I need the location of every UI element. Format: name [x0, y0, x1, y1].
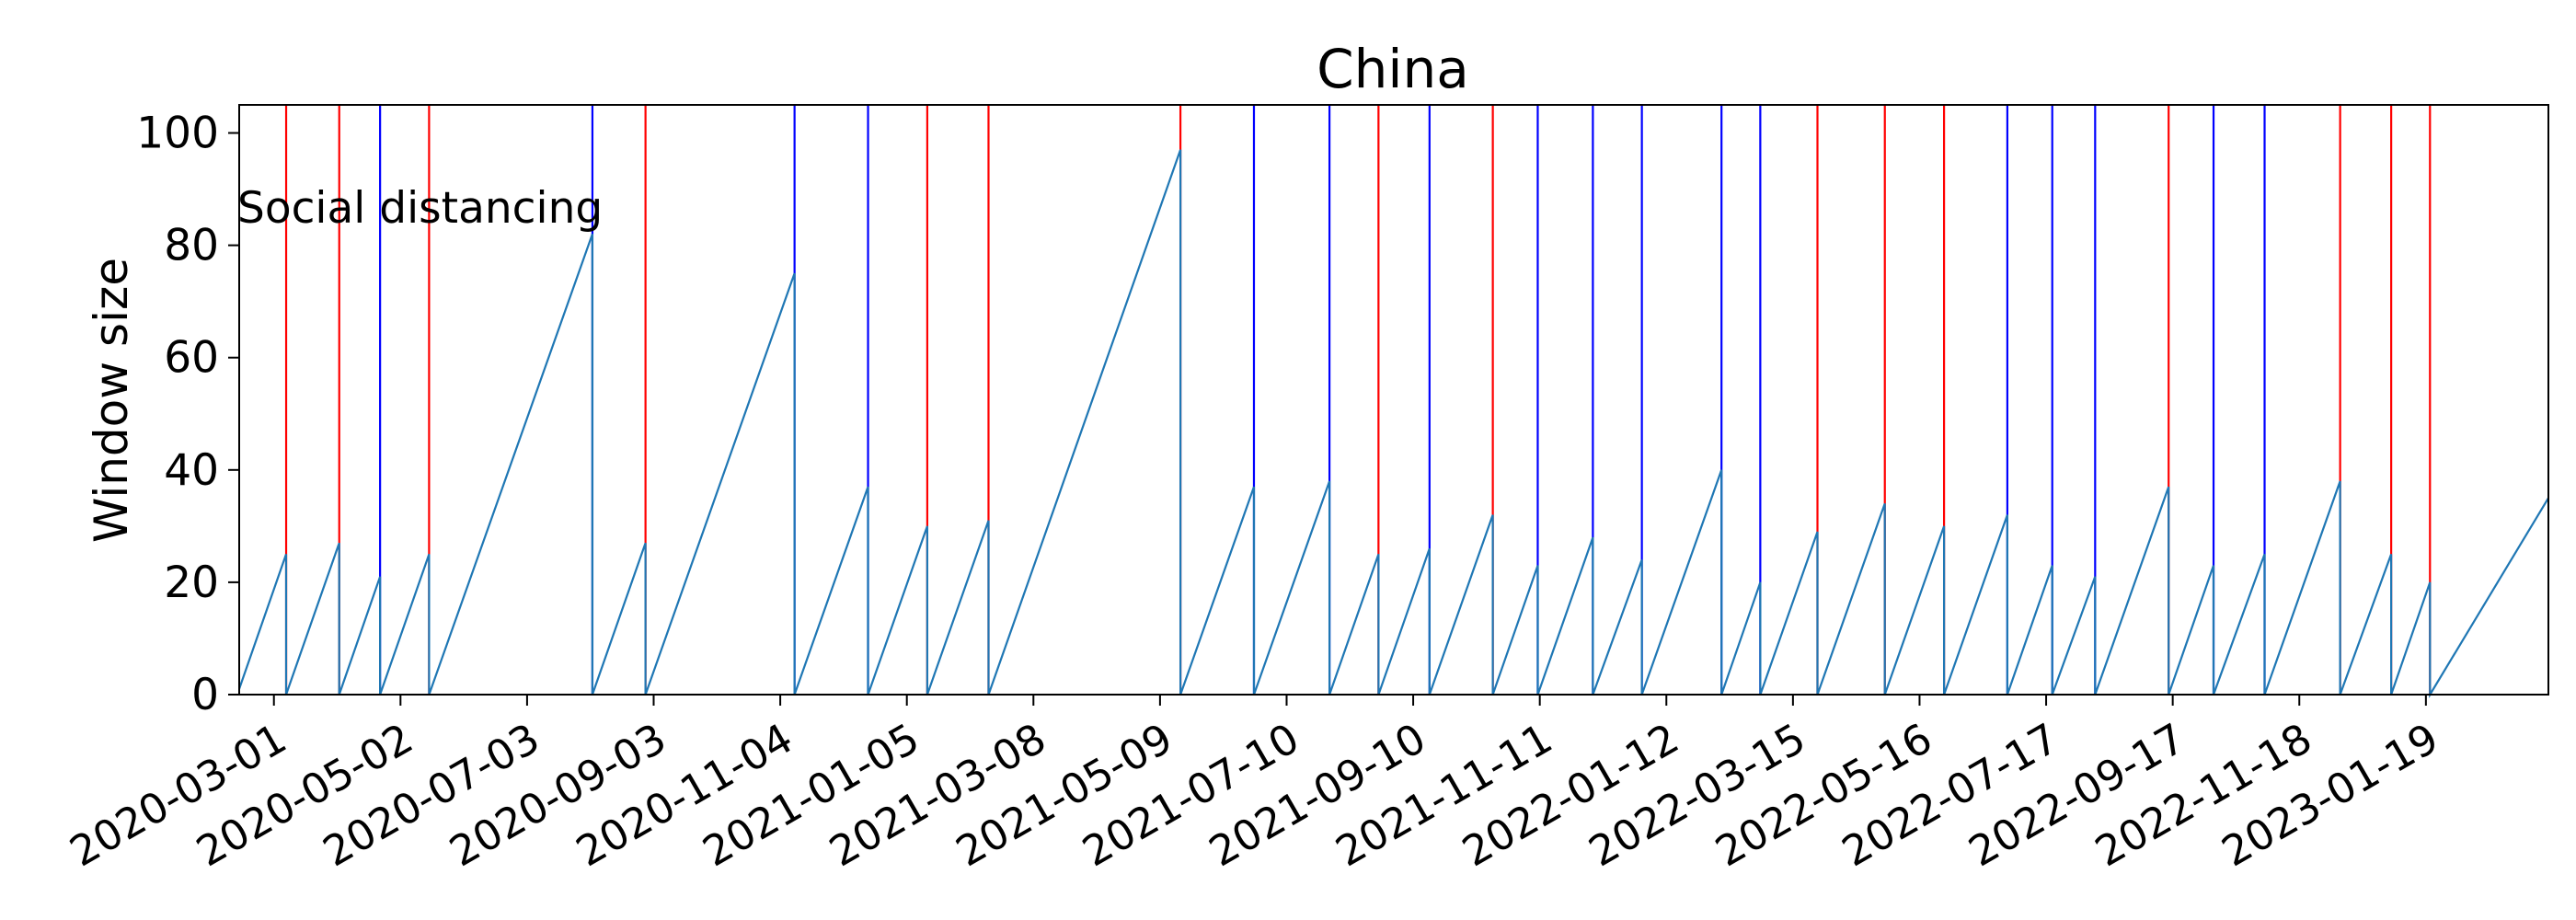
series-line — [237, 149, 2549, 698]
y-tick-label: 100 — [136, 109, 219, 159]
y-tick-label: 20 — [164, 558, 219, 608]
y-tick-label: 40 — [164, 445, 219, 496]
y-axis: 0 20 40 60 80 100 — [136, 109, 239, 720]
y-tick-label: 80 — [164, 221, 219, 271]
series-lines — [237, 149, 2549, 698]
plot-frame — [238, 104, 2549, 696]
y-tick-label: 60 — [164, 333, 219, 384]
plot-area: Social distancing — [237, 104, 2549, 698]
annotation-social-distancing: Social distancing — [237, 183, 603, 234]
chart-title: China — [1317, 38, 1469, 100]
y-axis-label: Window size — [85, 258, 138, 543]
y-tick-label: 0 — [191, 670, 219, 720]
